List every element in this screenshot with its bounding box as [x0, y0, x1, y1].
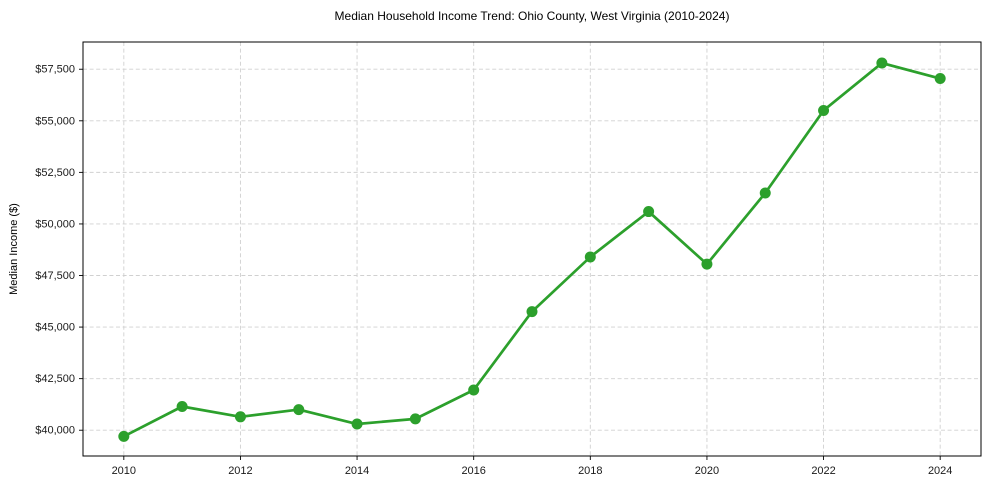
y-tick-label: $52,500: [35, 167, 75, 179]
data-point-marker: [701, 258, 713, 270]
data-point-marker: [468, 384, 480, 396]
data-point-marker: [234, 411, 246, 423]
x-tick-label: 2012: [228, 465, 252, 477]
data-point-marker: [759, 187, 771, 199]
x-tick-label: 2018: [578, 465, 602, 477]
data-point-marker: [584, 251, 596, 263]
data-point-marker: [176, 400, 188, 412]
y-tick-label: $55,000: [35, 115, 75, 127]
data-point-marker: [934, 73, 946, 85]
data-point-marker: [818, 104, 830, 116]
y-tick-label: $42,500: [35, 373, 75, 385]
data-point-marker: [409, 413, 421, 425]
chart-title: Median Household Income Trend: Ohio Coun…: [334, 9, 730, 23]
data-point-marker: [526, 306, 538, 318]
y-axis-label: Median Income ($): [8, 203, 20, 295]
y-tick-label: $47,500: [35, 270, 75, 282]
plot-area: [83, 42, 981, 456]
plot-border: [82, 41, 982, 457]
x-tick-label: 2022: [811, 465, 835, 477]
y-tick-label: $40,000: [35, 425, 75, 437]
data-point-marker: [118, 430, 130, 442]
x-tick-label: 2014: [345, 465, 369, 477]
y-tick-label: $50,000: [35, 218, 75, 230]
data-point-marker: [876, 57, 888, 69]
data-point-marker: [351, 418, 363, 430]
data-point-marker: [293, 404, 305, 416]
x-tick-label: 2016: [461, 465, 485, 477]
data-point-marker: [643, 206, 655, 218]
y-tick-label: $45,000: [35, 322, 75, 334]
x-tick-label: 2024: [928, 465, 952, 477]
x-tick-label: 2010: [112, 465, 136, 477]
x-tick-label: 2020: [695, 465, 719, 477]
y-tick-label: $57,500: [35, 64, 75, 76]
